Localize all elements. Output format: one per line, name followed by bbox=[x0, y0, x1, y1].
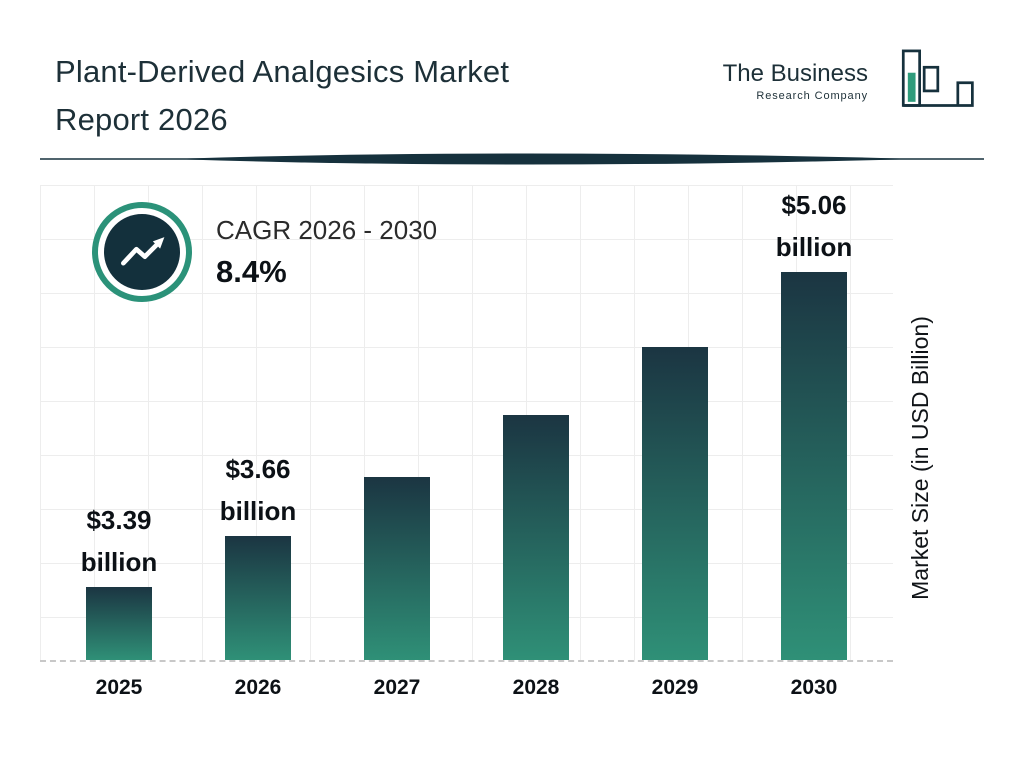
x-tick-label: 2027 bbox=[373, 676, 421, 699]
x-tick-label: 2030 bbox=[790, 676, 838, 699]
bar-column bbox=[337, 477, 457, 660]
page-title: Plant-Derived Analgesics Market Report 2… bbox=[55, 48, 509, 144]
bar-value-label: $3.66 billion bbox=[219, 454, 297, 526]
logo-text: The Business Research Company bbox=[723, 60, 868, 102]
bar-2030 bbox=[781, 272, 847, 660]
page-title-line2: Report 2026 bbox=[55, 102, 228, 138]
logo-text-secondary: Research Company bbox=[756, 90, 868, 102]
cagr-icon-circle bbox=[104, 214, 180, 290]
x-axis-tick-labels: 2025 2026 2027 2028 2029 2030 bbox=[40, 676, 893, 700]
bar-value-label: $5.06 billion bbox=[775, 190, 853, 262]
bar-chart-logo-icon bbox=[901, 49, 974, 107]
bar-column: $3.39 billion bbox=[59, 507, 179, 660]
cagr-value: 8.4% bbox=[216, 253, 287, 289]
cagr-icon-ring bbox=[92, 202, 192, 302]
section-divider bbox=[40, 150, 984, 168]
bar-2029 bbox=[642, 347, 708, 660]
bar-column bbox=[476, 415, 596, 660]
trend-up-arrow-icon bbox=[121, 237, 165, 266]
bar-2026 bbox=[225, 536, 291, 660]
bar-column bbox=[615, 347, 735, 660]
y-axis-label: Market Size (in USD Billion) bbox=[907, 316, 933, 600]
bar-value-label: $3.39 billion bbox=[80, 505, 158, 577]
x-tick-label: 2028 bbox=[512, 676, 560, 699]
page-title-line1: Plant-Derived Analgesics Market bbox=[55, 54, 510, 89]
company-logo: The Business Research Company bbox=[723, 44, 976, 116]
cagr-text: CAGR 2026 - 2030 8.4% bbox=[216, 215, 437, 290]
bar-column: $5.06 billion bbox=[754, 192, 874, 660]
x-tick-label: 2025 bbox=[95, 676, 143, 699]
logo-text-primary: The Business bbox=[722, 60, 868, 87]
bar-2028 bbox=[503, 415, 569, 660]
cagr-badge: CAGR 2026 - 2030 8.4% bbox=[92, 202, 437, 302]
bar-2027 bbox=[364, 477, 430, 660]
x-tick-label: 2029 bbox=[651, 676, 699, 699]
x-tick-label: 2026 bbox=[234, 676, 282, 699]
bar-2025 bbox=[86, 587, 152, 660]
bar-column: $3.66 billion bbox=[198, 456, 318, 660]
cagr-label: CAGR 2026 - 2030 bbox=[216, 214, 438, 245]
